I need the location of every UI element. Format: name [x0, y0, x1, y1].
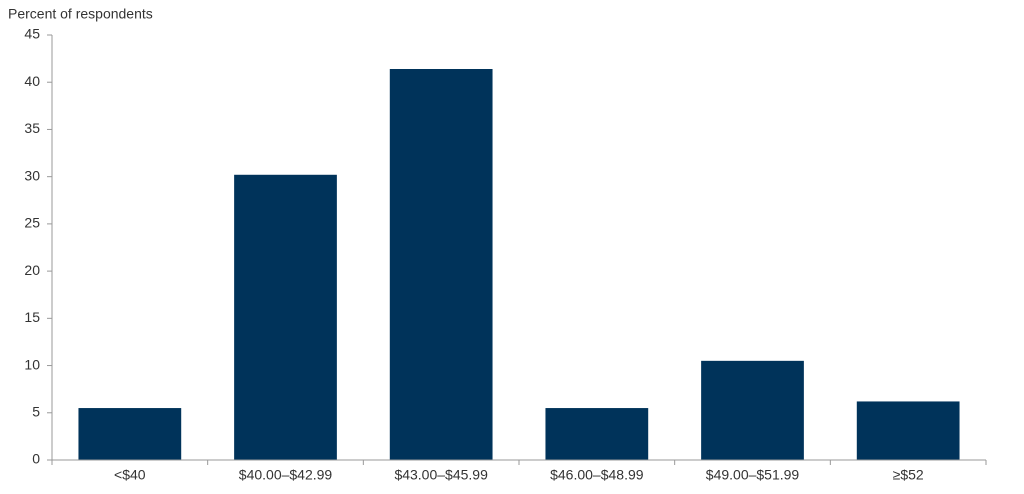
bar [389, 69, 493, 460]
y-tick-label: 10 [24, 356, 40, 372]
y-tick-label: 35 [24, 120, 40, 136]
y-tick-label: 5 [32, 403, 40, 419]
y-tick-label: 0 [32, 451, 40, 467]
x-tick-label: $43.00–$45.99 [394, 467, 488, 483]
x-tick-label: <$40 [114, 467, 146, 483]
bar [545, 408, 649, 460]
bar [78, 408, 182, 460]
x-tick-label: $40.00–$42.99 [239, 467, 333, 483]
y-tick-label: 15 [24, 309, 40, 325]
bar [234, 174, 337, 460]
y-tick-label: 20 [24, 262, 40, 278]
y-tick-label: 40 [24, 73, 40, 89]
y-tick-label: 30 [24, 167, 40, 183]
x-tick-label: $46.00–$48.99 [550, 467, 644, 483]
x-tick-label: ≥$52 [893, 467, 924, 483]
bar [701, 360, 804, 460]
x-tick-label: $49.00–$51.99 [706, 467, 800, 483]
y-tick-label: 25 [24, 215, 40, 231]
y-axis-label: Percent of respondents [8, 6, 153, 22]
y-tick-label: 45 [24, 26, 40, 42]
bar [856, 401, 960, 460]
